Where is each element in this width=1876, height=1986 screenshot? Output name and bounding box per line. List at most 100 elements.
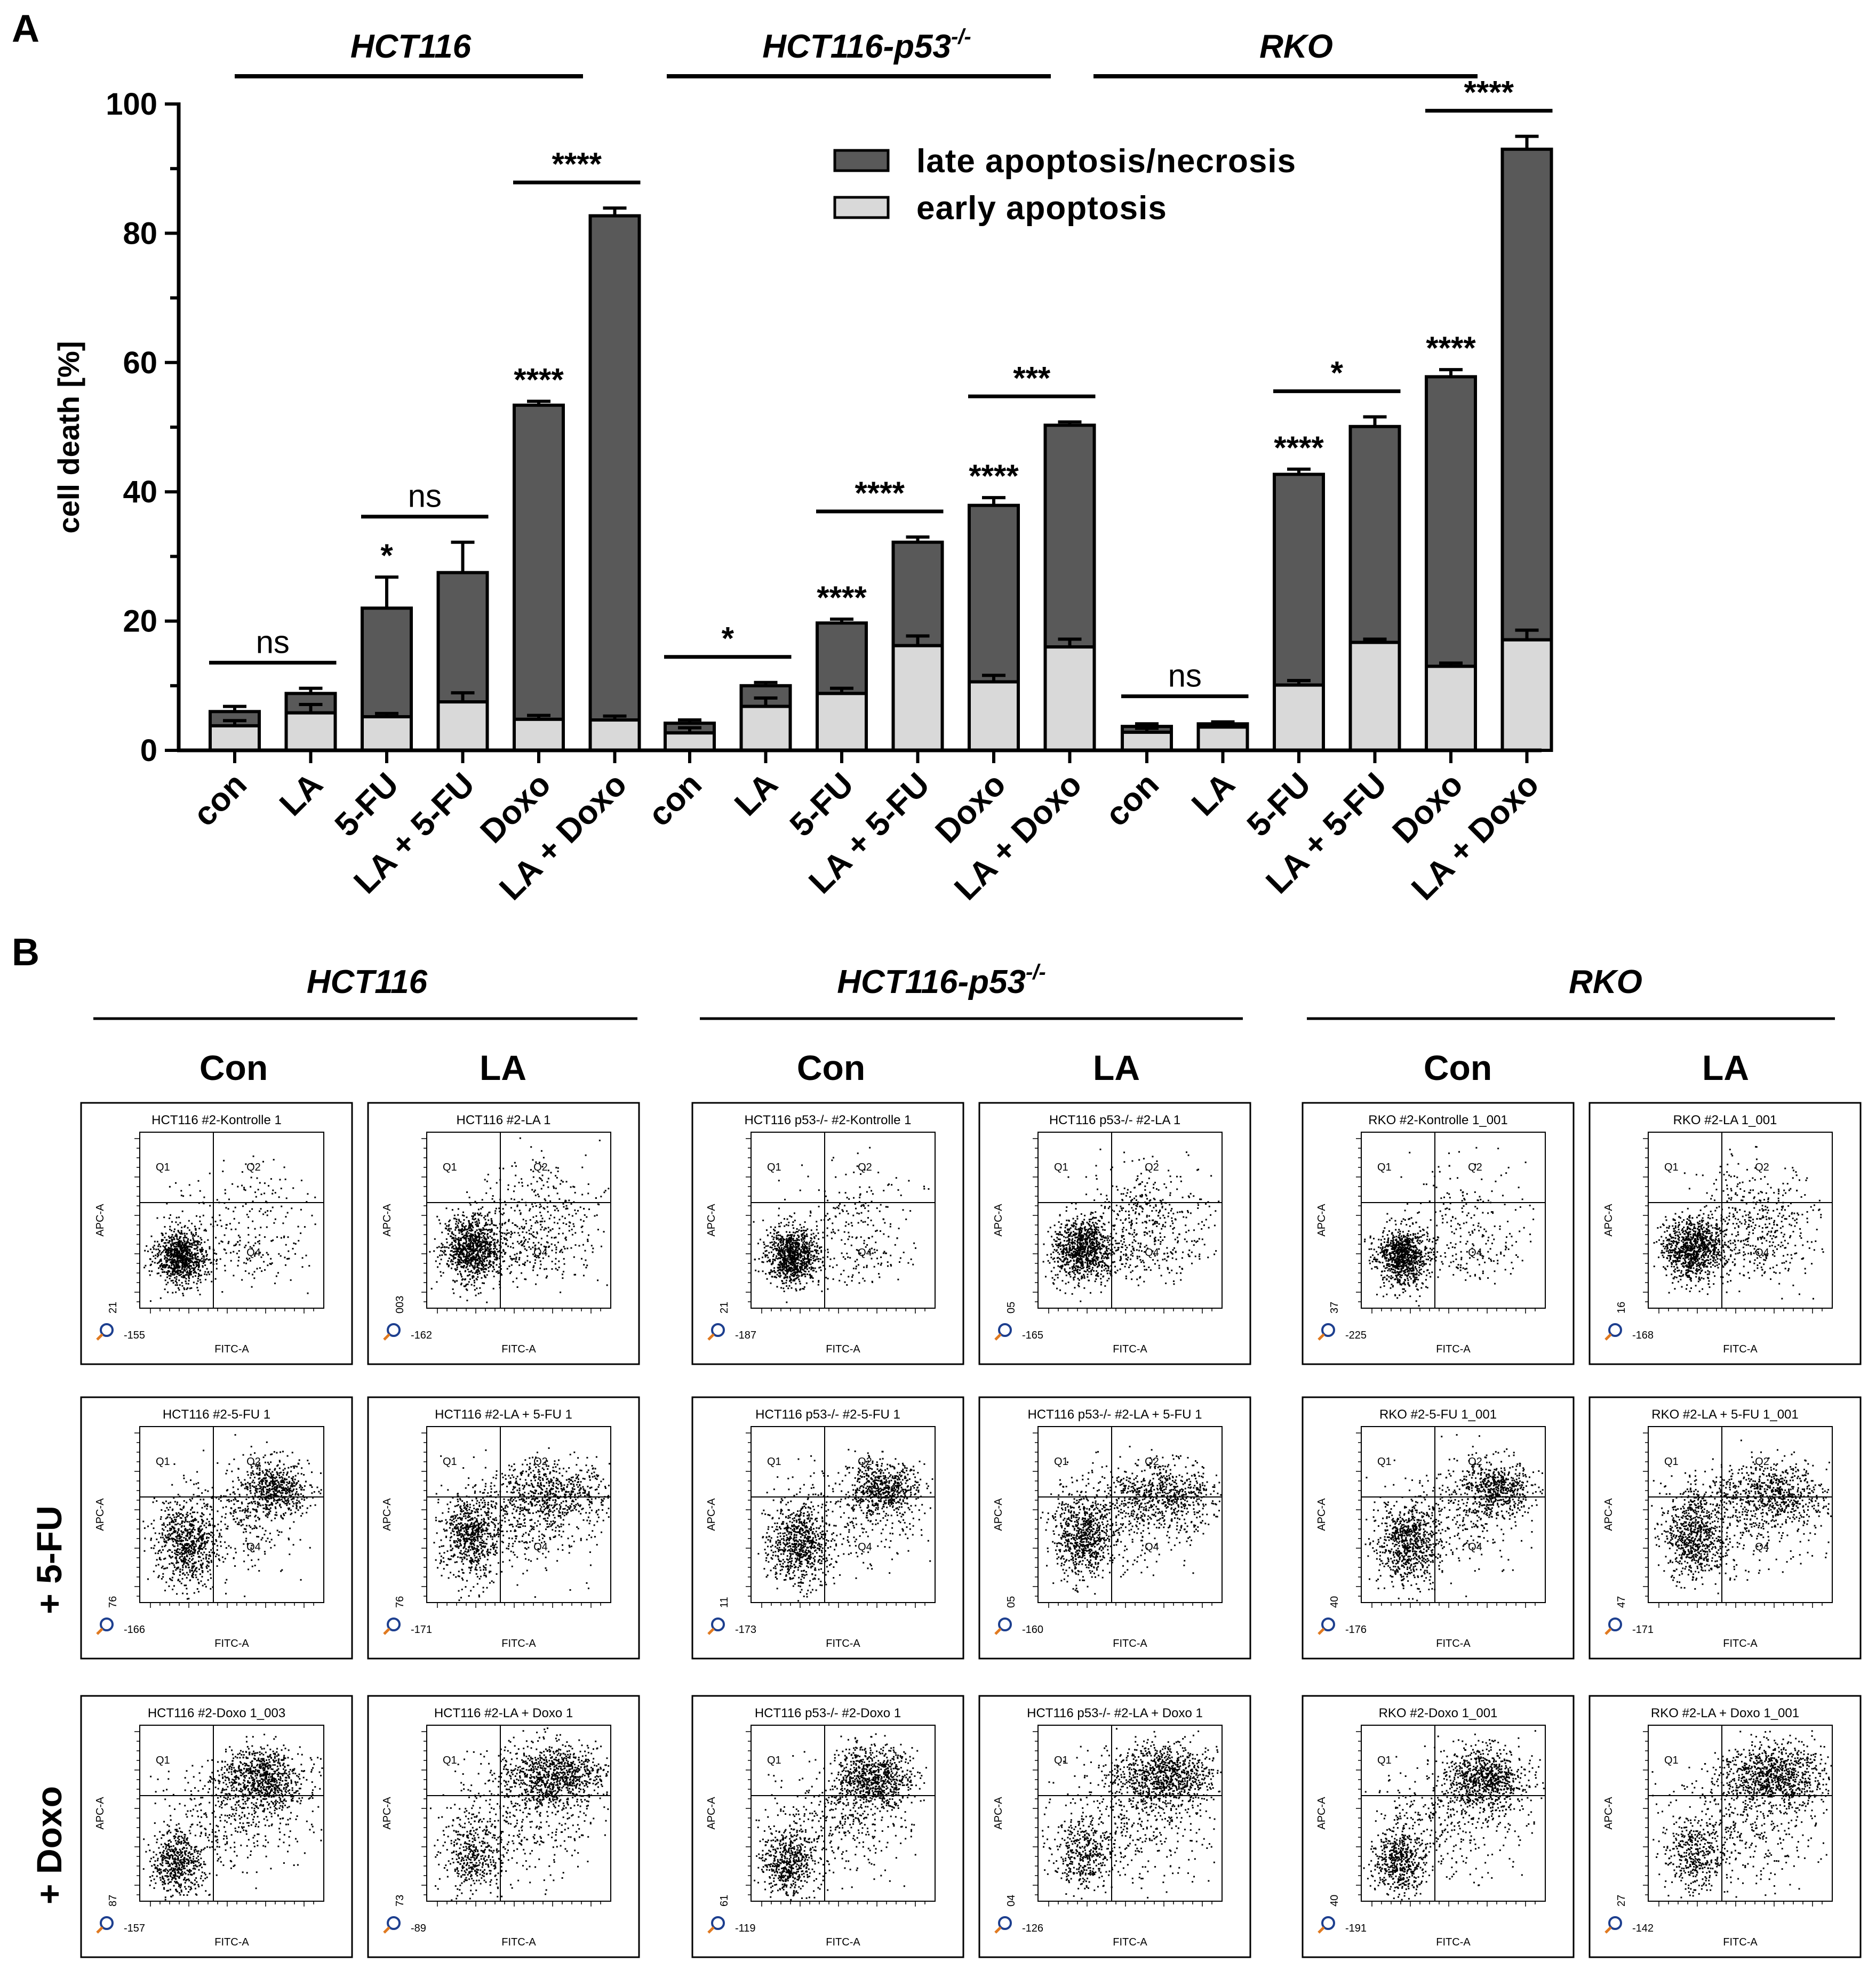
quadrant-label-q1: Q1: [156, 1755, 170, 1766]
flow-plot-title: HCT116 p53-/- #2-Kontrolle 1: [744, 1113, 911, 1127]
flow-plot-area: [426, 1426, 611, 1603]
bar-group: [1348, 415, 1401, 752]
zoom-icon-handle: [994, 1628, 1002, 1635]
flow-y-axis-label: APC-A: [381, 1204, 393, 1237]
zoom-icon: [711, 1916, 725, 1930]
flow-plot-title: HCT116 p53-/- #2-LA + Doxo 1: [1027, 1706, 1203, 1720]
x-tick-label: LA: [1185, 766, 1242, 823]
flow-plot-title: HCT116 p53-/- #2-LA + 5-FU 1: [1027, 1407, 1202, 1422]
flow-scatter-dots: [1042, 1728, 1222, 1900]
zoom-icon-handle: [1604, 1926, 1612, 1934]
quadrant-label-q1: Q1: [1664, 1456, 1679, 1468]
significance-label: *: [380, 538, 393, 573]
zoom-icon: [1321, 1323, 1335, 1337]
flow-plot-area: [751, 1132, 936, 1309]
flow-x-min-label: -126: [1022, 1923, 1043, 1934]
flow-plot-area: [139, 1725, 324, 1902]
bar-late-apoptosis: [968, 503, 1020, 684]
quadrant-label-q4: Q4: [1468, 1247, 1482, 1259]
flow-scatter-dots: [1653, 1146, 1824, 1300]
significance-label: ****: [969, 458, 1019, 494]
significance-label: ****: [855, 475, 905, 511]
flow-scatter-dots: [142, 1733, 323, 1901]
flow-x-axis-label: FITC-A: [214, 1343, 249, 1355]
flow-plot-area: [426, 1132, 611, 1309]
zoom-icon-handle: [1318, 1926, 1325, 1934]
flow-plot-area: [1037, 1426, 1223, 1603]
bar-group: [1425, 368, 1477, 752]
zoom-icon: [100, 1617, 114, 1631]
bar-group: [968, 496, 1020, 752]
flow-plot-frame: [80, 1102, 353, 1365]
y-tick-label: 0: [140, 733, 157, 768]
flow-y-min-label: 21: [719, 1302, 730, 1314]
quadrant-label-q4: Q4: [858, 1247, 872, 1259]
flow-plot: HCT116 #2-Kontrolle 1 Q1 Q2 Q4 FITC-A APC-A -1…: [80, 1102, 353, 1365]
group-title: RKO: [1259, 28, 1333, 65]
bar-late-apoptosis: [361, 606, 413, 718]
flow-x-axis-label: FITC-A: [501, 1343, 536, 1355]
bar-late-apoptosis: [816, 621, 868, 695]
flow-x-axis-label: FITC-A: [1723, 1343, 1758, 1355]
x-tick-label: con: [186, 766, 254, 834]
flow-x-min-label: -142: [1632, 1923, 1654, 1934]
flow-plot-frame: [367, 1102, 640, 1365]
flow-y-min-label: 37: [1329, 1302, 1340, 1314]
quadrant-label-q2: Q2: [1468, 1162, 1482, 1173]
bar-early-apoptosis: [361, 715, 413, 752]
flow-scatter-dots: [142, 1434, 322, 1600]
zoom-icon-handle: [994, 1333, 1002, 1341]
quadrant-label-q1: Q1: [1054, 1456, 1068, 1468]
zoom-icon-handle: [1318, 1628, 1325, 1635]
panel-a-label: A: [12, 7, 39, 50]
flow-scatter-dots: [1364, 1147, 1535, 1307]
y-tick-label: 60: [123, 346, 157, 380]
bar-early-apoptosis: [739, 704, 792, 752]
x-tick-label: LA: [728, 766, 785, 823]
flow-plot-frame: [1302, 1695, 1575, 1958]
flow-scatter-dots: [429, 1137, 610, 1303]
flow-group-titles: HCT116 HCT116-p53-/- RKO: [93, 960, 1835, 1020]
flow-plot: RKO #2-LA + Doxo 1_001 Q1 FITC-A APC-A -142 2…: [1588, 1695, 1862, 1958]
zoom-icon: [998, 1617, 1012, 1631]
flow-plot: RKO #2-Doxo 1_001 Q1 FITC-A APC-A -191 40: [1302, 1695, 1575, 1958]
quadrant-label-q4: Q4: [246, 1541, 261, 1553]
flow-column-header: LA: [1093, 1048, 1140, 1087]
bar-group: [436, 540, 489, 752]
bar-early-apoptosis: [436, 700, 489, 752]
flow-plot-area: [1037, 1132, 1223, 1309]
quadrant-label-q1: Q1: [156, 1162, 170, 1173]
bar-early-apoptosis: [209, 724, 261, 752]
flow-x-axis-label: FITC-A: [1723, 1638, 1758, 1649]
y-tick-label: 100: [106, 87, 157, 122]
flow-scatter-dots: [1040, 1446, 1222, 1595]
bar-group: [284, 686, 337, 752]
bar-group: [1121, 722, 1173, 752]
flow-x-axis-label: FITC-A: [214, 1638, 249, 1649]
flow-y-axis-label: APC-A: [706, 1498, 717, 1531]
flow-y-min-label: 11: [719, 1597, 730, 1608]
significance-label: ns: [408, 478, 442, 514]
x-tick-label: LA: [273, 766, 330, 823]
flow-plot-area: [1037, 1725, 1223, 1902]
flow-y-axis-label: APC-A: [94, 1498, 106, 1531]
flow-y-min-label: 16: [1616, 1302, 1627, 1314]
flow-plot-title: RKO #2-5-FU 1_001: [1379, 1407, 1497, 1422]
bar-late-apoptosis: [1043, 423, 1096, 649]
bar-early-apoptosis: [1500, 638, 1553, 752]
legend-swatch-late: [833, 149, 890, 172]
flow-plot: HCT116 #2-Doxo 1_003 Q1 FITC-A APC-A -157 87: [80, 1695, 353, 1958]
flow-plot-title: HCT116 p53-/- #2-LA 1: [1049, 1113, 1180, 1127]
bar-late-apoptosis: [1425, 375, 1477, 668]
flow-y-min-label: 76: [107, 1596, 119, 1608]
flow-x-axis-label: FITC-A: [826, 1936, 860, 1948]
flow-y-min-label: 87: [107, 1895, 119, 1907]
flow-y-min-label: 47: [1616, 1596, 1627, 1608]
y-tick-label: 20: [123, 604, 157, 639]
zoom-icon-handle: [383, 1333, 390, 1341]
flow-x-min-label: -187: [735, 1330, 756, 1341]
flow-y-axis-label: APC-A: [993, 1498, 1004, 1531]
quadrant-label-q1: Q1: [1664, 1755, 1679, 1766]
